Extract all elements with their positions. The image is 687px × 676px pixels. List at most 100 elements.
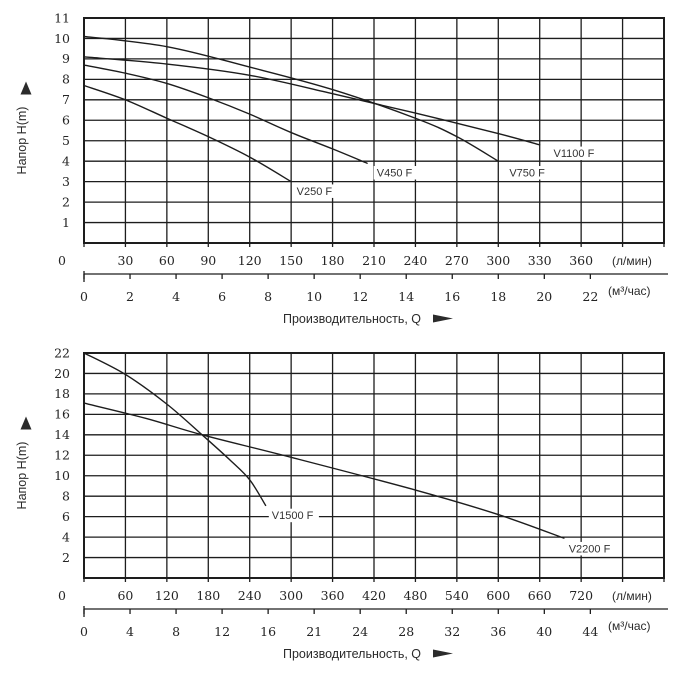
m3h-tick-label: 2: [126, 289, 134, 304]
m3h-tick-label: 36: [490, 624, 506, 639]
y-tick-label: 22: [54, 345, 70, 360]
curve-v250-f: [83, 84, 292, 183]
curves: [83, 352, 565, 539]
x-axis-title-group: Производительность, Q: [283, 312, 453, 326]
m3h-tick-label: 4: [172, 289, 180, 304]
y-tick-label: 2: [62, 194, 70, 209]
m3h-ruler: [83, 271, 668, 282]
curve-label-bg-v250-f: [293, 184, 338, 198]
curve-v750-f: [83, 35, 499, 162]
y-axis-arrow-icon: [20, 81, 32, 95]
lmin-tick-label: 150: [279, 253, 303, 268]
m3h-tick-label: 0: [80, 624, 88, 639]
lmin-tick-label: 30: [117, 253, 133, 268]
y-tick-label: 6: [62, 113, 70, 128]
lmin-tick-label: 300: [486, 253, 510, 268]
lmin-tick-label: 180: [321, 253, 345, 268]
y-axis-title: Напор H(m): [15, 107, 29, 175]
m3h-tick-label: 4: [126, 624, 134, 639]
m3h-tick-label: 12: [214, 624, 230, 639]
curve-label-bg-v450-f: [373, 166, 418, 180]
m3h-tick-label: 21: [306, 624, 322, 639]
m3h-tick-label: 44: [582, 624, 598, 639]
x-axis-lmin-labels: 60 120 180 240 300 360 420 480 540 600 660 720 (л/ми…: [117, 588, 651, 603]
bottom-minor-ticks: [83, 243, 665, 247]
m3h-tick-label: 16: [444, 289, 460, 304]
lmin-tick-label: 60: [117, 588, 133, 603]
m3h-tick-label: 22: [582, 289, 598, 304]
curve-label-v1100-f: V1100 F: [554, 148, 595, 160]
m3h-tick-label: 6: [218, 289, 226, 304]
lmin-tick-label: 270: [445, 253, 469, 268]
y-tick-label: 1: [62, 215, 70, 230]
m3h-tick-label: 20: [536, 289, 552, 304]
lmin-tick-label: 90: [200, 253, 216, 268]
m3h-tick-label: 14: [398, 289, 414, 304]
lmin-tick-label: 120: [238, 253, 262, 268]
y-tick-label: 6: [62, 509, 70, 524]
m3h-tick-label: 12: [352, 289, 368, 304]
y-tick-label: 10: [54, 468, 70, 483]
y-tick-label: 20: [54, 366, 70, 381]
grid: [83, 17, 665, 244]
y-tick-label: 3: [62, 174, 70, 189]
curve-label-v2200-f: V2200 F: [569, 543, 611, 555]
origin-label: 0: [58, 253, 66, 268]
m3h-tick-label: 10: [306, 289, 322, 304]
lmin-tick-label: 360: [569, 253, 593, 268]
curve-v2200-f: [83, 402, 565, 539]
m3h-tick-label: 18: [490, 289, 506, 304]
m3h-tick-label: 0: [80, 289, 88, 304]
lmin-tick-label: 240: [238, 588, 262, 603]
x-axis-m3h-labels: 0 4 8 12 16 21 24 28 32 36 40 44 (м³/час): [80, 619, 650, 639]
lmin-tick-label: 210: [362, 253, 386, 268]
y-tick-label: 14: [54, 427, 70, 442]
y-tick-label: 12: [54, 448, 70, 463]
y-tick-label: 16: [54, 407, 70, 422]
chart-large-pumps: 22 20 18 16 14 12 10 8 6 4 2 0 60 120 180 240 300 360 420 4…: [0, 338, 687, 676]
x-axis-arrow-icon: [433, 314, 453, 323]
y-tick-label: 11: [54, 10, 70, 25]
y-tick-label: 10: [54, 31, 70, 46]
lmin-tick-label: 300: [279, 588, 303, 603]
m3h-ruler: [83, 606, 668, 617]
lmin-tick-label: 480: [403, 588, 427, 603]
curve-v1100-f: [83, 56, 541, 146]
m3h-tick-label: 28: [398, 624, 414, 639]
curve-label-v1500-f: V1500 F: [272, 510, 314, 522]
chart-small-pumps: 11 10 9 8 7 6 5 4 3 2 1 0 30 60 90 120 150 180 210 240 270 30…: [15, 10, 668, 326]
m3h-unit-label: (м³/час): [608, 619, 651, 633]
lmin-unit-label: (л/мин): [612, 254, 652, 268]
y-axis-title-group: Напор H(m): [15, 416, 32, 509]
lmin-tick-label: 540: [445, 588, 469, 603]
bottom-minor-ticks: [83, 578, 665, 582]
y-tick-label: 8: [62, 488, 70, 503]
lmin-tick-label: 720: [569, 588, 593, 603]
lmin-tick-label: 360: [321, 588, 345, 603]
y-tick-label: 2: [62, 550, 70, 565]
y-tick-label: 18: [54, 386, 70, 401]
x-axis-title-group: Производительность, Q: [283, 647, 453, 661]
m3h-tick-label: 8: [172, 624, 180, 639]
curve-label-bg-v2200-f: [565, 541, 616, 556]
x-axis-lmin-labels: 30 60 90 120 150 180 210 240 270 300 330 360 (л/мин): [117, 253, 651, 268]
y-axis-title-group: Напор H(m): [15, 81, 32, 175]
curve-label-bg-v750-f: [506, 166, 551, 180]
y-tick-label: 4: [62, 153, 70, 168]
lmin-tick-label: 420: [362, 588, 386, 603]
curve-label-v250-f: V250 F: [297, 186, 333, 198]
y-axis-arrow-icon: [20, 416, 32, 430]
lmin-tick-label: 180: [196, 588, 220, 603]
curve-v1500-f: [83, 352, 267, 507]
lmin-tick-label: 240: [403, 253, 427, 268]
curves: [83, 35, 541, 183]
origin-label: 0: [58, 588, 66, 603]
curve-label-v750-f: V750 F: [509, 168, 545, 180]
x-axis-m3h-labels: 0 2 4 6 8 10 12 14 16 18 20 22 (м³/час): [80, 284, 650, 304]
curve-v450-f: [83, 64, 368, 164]
